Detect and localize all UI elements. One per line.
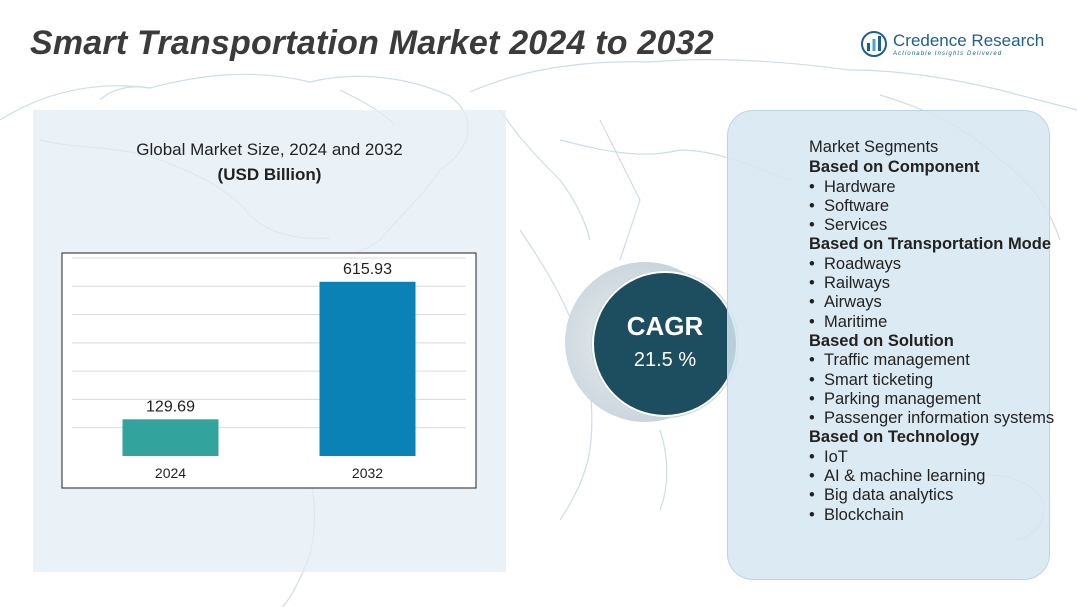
data-labels: 129.69 615.93 bbox=[146, 261, 392, 416]
market-segments: Market Segments Based on ComponentHardwa… bbox=[809, 138, 1069, 525]
segment-item: AI & machine learning bbox=[809, 467, 1069, 487]
segment-item: Airways bbox=[809, 293, 1069, 313]
segment-items: Traffic managementSmart ticketingParking… bbox=[809, 351, 1069, 428]
segment-item: Smart ticketing bbox=[809, 371, 1069, 391]
segment-group-title: Based on Component bbox=[809, 158, 980, 177]
data-label-2024: 129.69 bbox=[146, 398, 195, 415]
segment-group: Based on TechnologyIoTAI & machine learn… bbox=[809, 428, 1069, 525]
segment-items: RoadwaysRailwaysAirwaysMaritime bbox=[809, 255, 1069, 332]
segment-group-title: Based on Transportation Mode bbox=[809, 235, 1052, 254]
segment-item: Roadways bbox=[809, 255, 1069, 275]
segment-group-title: Based on Technology bbox=[809, 428, 980, 447]
segment-item: Railways bbox=[809, 274, 1069, 294]
segment-item: Services bbox=[809, 216, 1069, 236]
bar-2024 bbox=[122, 419, 219, 456]
bar-chart-globe-icon bbox=[861, 31, 887, 57]
chart-title: Global Market Size, 2024 and 2032 bbox=[136, 140, 403, 159]
brand-logo: Credence Research Actionable Insights De… bbox=[860, 30, 1044, 58]
segment-item: Hardware bbox=[809, 178, 1069, 198]
x-tick-2024: 2024 bbox=[155, 465, 186, 481]
segment-group: Based on Transportation ModeRoadwaysRail… bbox=[809, 235, 1069, 332]
segment-items: HardwareSoftwareServices bbox=[809, 178, 1069, 236]
segment-group: Based on SolutionTraffic managementSmart… bbox=[809, 331, 1069, 429]
x-tick-2032: 2032 bbox=[352, 465, 383, 481]
cagr-badge: CAGR 21.5 % bbox=[592, 271, 738, 417]
brand-name: Credence Research bbox=[893, 30, 1045, 50]
bar-2032 bbox=[319, 281, 416, 456]
segment-groups: Based on ComponentHardwareSoftwareServic… bbox=[809, 158, 1069, 525]
segment-item: Passenger information systems bbox=[809, 409, 1069, 429]
brand-tagline: Actionable Insights Delivered bbox=[893, 50, 1003, 57]
segments-title: Market Segments bbox=[809, 138, 939, 156]
bars bbox=[122, 281, 416, 456]
segment-item: Big data analytics bbox=[809, 486, 1069, 506]
segment-items: IoTAI & machine learningBig data analyti… bbox=[809, 448, 1069, 525]
data-label-2032: 615.93 bbox=[343, 261, 392, 278]
segment-item: Software bbox=[809, 197, 1069, 217]
segment-item: Traffic management bbox=[809, 351, 1069, 371]
chart-subtitle: (USD Billion) bbox=[217, 165, 322, 184]
cagr-value: 21.5 % bbox=[633, 349, 697, 371]
cagr-label: CAGR bbox=[626, 311, 704, 341]
page-title: Smart Transportation Market 2024 to 2032 bbox=[30, 24, 714, 62]
x-tick-labels: 2024 2032 bbox=[155, 465, 383, 481]
segment-group-title: Based on Solution bbox=[809, 331, 954, 350]
segment-item: Maritime bbox=[809, 313, 1069, 333]
segment-item: Blockchain bbox=[809, 506, 1069, 526]
segment-group: Based on ComponentHardwareSoftwareServic… bbox=[809, 158, 1069, 235]
segment-item: Parking management bbox=[809, 390, 1069, 410]
segment-item: IoT bbox=[809, 448, 1069, 468]
